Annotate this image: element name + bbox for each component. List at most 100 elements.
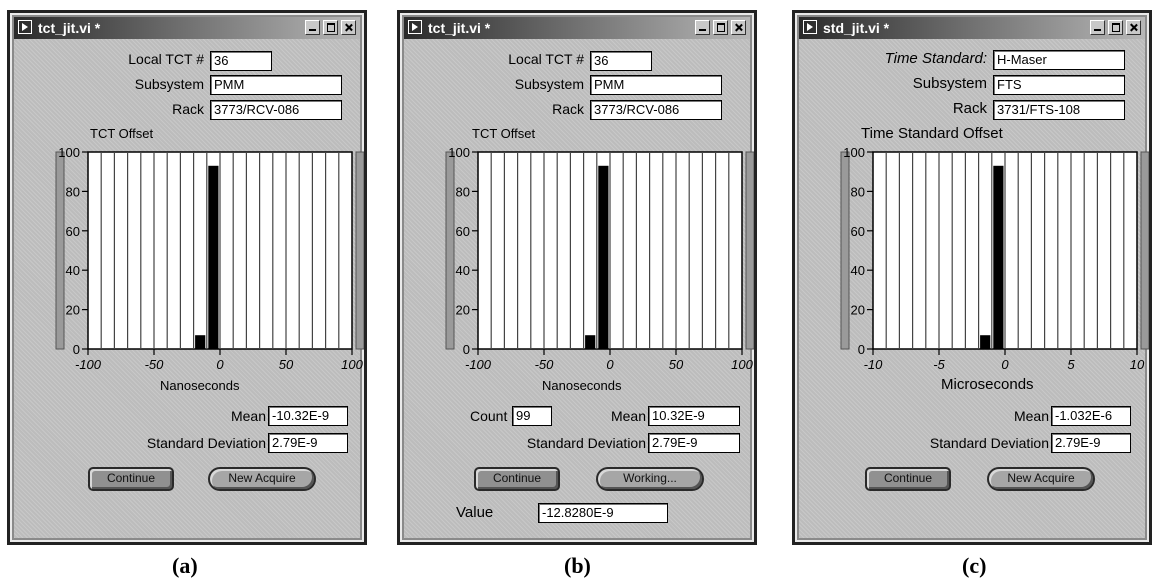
x-tick-label: -5 bbox=[933, 357, 945, 372]
y-tick-label: 80 bbox=[456, 184, 470, 199]
minimize-icon[interactable] bbox=[1090, 20, 1105, 35]
y-tick-label: 20 bbox=[456, 303, 470, 318]
x-tick-label: 10 bbox=[1130, 357, 1145, 372]
local-tct-field[interactable]: 36 bbox=[210, 51, 272, 71]
subsystem-label: Subsystem bbox=[912, 75, 987, 92]
std-dev-label: Standard Deviation bbox=[526, 435, 646, 451]
right-scale-bar bbox=[745, 151, 754, 350]
x-tick-label: -100 bbox=[75, 357, 102, 372]
std-dev-field[interactable]: 2.79E-9 bbox=[1051, 433, 1131, 453]
title-bar[interactable]: std_jit.vi * bbox=[799, 17, 1145, 39]
run-arrow-icon bbox=[18, 20, 32, 34]
maximize-icon[interactable] bbox=[1108, 20, 1123, 35]
caption-a: (a) bbox=[172, 553, 198, 578]
title-bar[interactable]: tct_jit.vi * bbox=[404, 17, 750, 39]
close-icon[interactable] bbox=[1126, 20, 1141, 35]
minimize-icon[interactable] bbox=[305, 20, 320, 35]
y-tick-label: 80 bbox=[851, 184, 865, 199]
x-axis-label: Nanoseconds bbox=[542, 378, 622, 393]
y-tick-label: 100 bbox=[58, 145, 80, 160]
right-scale-bar bbox=[355, 151, 364, 350]
new-acquire-button[interactable]: New Acquire bbox=[987, 467, 1095, 491]
y-tick-label: 100 bbox=[843, 145, 865, 160]
continue-button[interactable]: Continue bbox=[474, 467, 560, 491]
x-tick-label: -50 bbox=[145, 357, 165, 372]
mean-label: Mean bbox=[610, 408, 646, 424]
x-tick-label: -50 bbox=[535, 357, 555, 372]
x-tick-label: -100 bbox=[465, 357, 492, 372]
continue-button[interactable]: Continue bbox=[88, 467, 174, 491]
x-axis-label: Microseconds bbox=[941, 376, 1034, 393]
right-scale-bar bbox=[1140, 151, 1149, 350]
histogram-bar bbox=[598, 165, 609, 349]
rack-label: Rack bbox=[552, 101, 584, 117]
minimize-icon[interactable] bbox=[695, 20, 710, 35]
histogram-bar bbox=[585, 335, 596, 349]
std-dev-field[interactable]: 2.79E-9 bbox=[648, 433, 740, 453]
histogram-bar bbox=[980, 335, 991, 349]
y-tick-label: 60 bbox=[66, 224, 80, 239]
mean-field[interactable]: -1.032E-6 bbox=[1051, 406, 1131, 426]
window-tct-jit-a: tct_jit.vi * Local TCT # 36 Subsystem PM… bbox=[7, 10, 367, 545]
std-dev-field[interactable]: 2.79E-9 bbox=[268, 433, 348, 453]
std-dev-label: Standard Deviation bbox=[146, 435, 266, 451]
title-bar[interactable]: tct_jit.vi * bbox=[14, 17, 360, 39]
histogram-bar bbox=[208, 165, 219, 349]
continue-button[interactable]: Continue bbox=[865, 467, 951, 491]
chart-title: Time Standard Offset bbox=[861, 125, 1003, 142]
y-tick-label: 20 bbox=[851, 303, 865, 318]
caption-c: (c) bbox=[962, 553, 987, 578]
window-title: std_jit.vi * bbox=[823, 20, 890, 36]
subsystem-label: Subsystem bbox=[134, 76, 204, 92]
window-std-jit-c: std_jit.vi * Time Standard: H-Maser Subs… bbox=[792, 10, 1152, 545]
mean-field[interactable]: 10.32E-9 bbox=[648, 406, 740, 426]
working-button[interactable]: Working... bbox=[596, 467, 704, 491]
maximize-icon[interactable] bbox=[323, 20, 338, 35]
subsystem-field[interactable]: PMM bbox=[590, 75, 722, 95]
rack-field[interactable]: 3773/RCV-086 bbox=[590, 100, 722, 120]
rack-label: Rack bbox=[952, 100, 987, 117]
x-tick-label: 50 bbox=[279, 357, 294, 372]
left-scale-bar bbox=[445, 151, 455, 350]
x-tick-label: 0 bbox=[1001, 357, 1009, 372]
maximize-icon[interactable] bbox=[713, 20, 728, 35]
local-tct-field[interactable]: 36 bbox=[590, 51, 652, 71]
y-tick-label: 0 bbox=[73, 342, 80, 357]
y-tick-label: 20 bbox=[66, 303, 80, 318]
y-tick-label: 40 bbox=[456, 263, 470, 278]
window-title: tct_jit.vi * bbox=[428, 20, 491, 36]
rack-field[interactable]: 3773/RCV-086 bbox=[210, 100, 342, 120]
rack-field[interactable]: 3731/FTS-108 bbox=[993, 100, 1125, 120]
close-icon[interactable] bbox=[731, 20, 746, 35]
x-tick-label: 5 bbox=[1067, 357, 1075, 372]
time-standard-field[interactable]: H-Maser bbox=[993, 50, 1125, 70]
subsystem-field[interactable]: FTS bbox=[993, 75, 1125, 95]
run-arrow-icon bbox=[803, 20, 817, 34]
mean-label: Mean bbox=[230, 408, 266, 424]
subsystem-field[interactable]: PMM bbox=[210, 75, 342, 95]
value-label: Value bbox=[456, 504, 494, 521]
value-field[interactable]: -12.8280E-9 bbox=[538, 503, 668, 523]
count-label: Count bbox=[470, 408, 508, 424]
new-acquire-button[interactable]: New Acquire bbox=[208, 467, 316, 491]
caption-b: (b) bbox=[564, 553, 591, 578]
histogram-bar bbox=[993, 165, 1004, 349]
time-standard-label: Time Standard: bbox=[884, 50, 987, 67]
x-tick-label: 0 bbox=[606, 357, 614, 372]
mean-label: Mean bbox=[1013, 408, 1049, 424]
count-field[interactable]: 99 bbox=[512, 406, 552, 426]
x-tick-label: 0 bbox=[216, 357, 224, 372]
window-title: tct_jit.vi * bbox=[38, 20, 101, 36]
x-tick-label: -10 bbox=[864, 357, 884, 372]
x-tick-label: 100 bbox=[731, 357, 753, 372]
close-icon[interactable] bbox=[341, 20, 356, 35]
left-scale-bar bbox=[55, 151, 65, 350]
chart-title: TCT Offset bbox=[90, 126, 154, 141]
y-tick-label: 40 bbox=[851, 263, 865, 278]
y-tick-label: 40 bbox=[66, 263, 80, 278]
mean-field[interactable]: -10.32E-9 bbox=[268, 406, 348, 426]
y-tick-label: 60 bbox=[851, 224, 865, 239]
